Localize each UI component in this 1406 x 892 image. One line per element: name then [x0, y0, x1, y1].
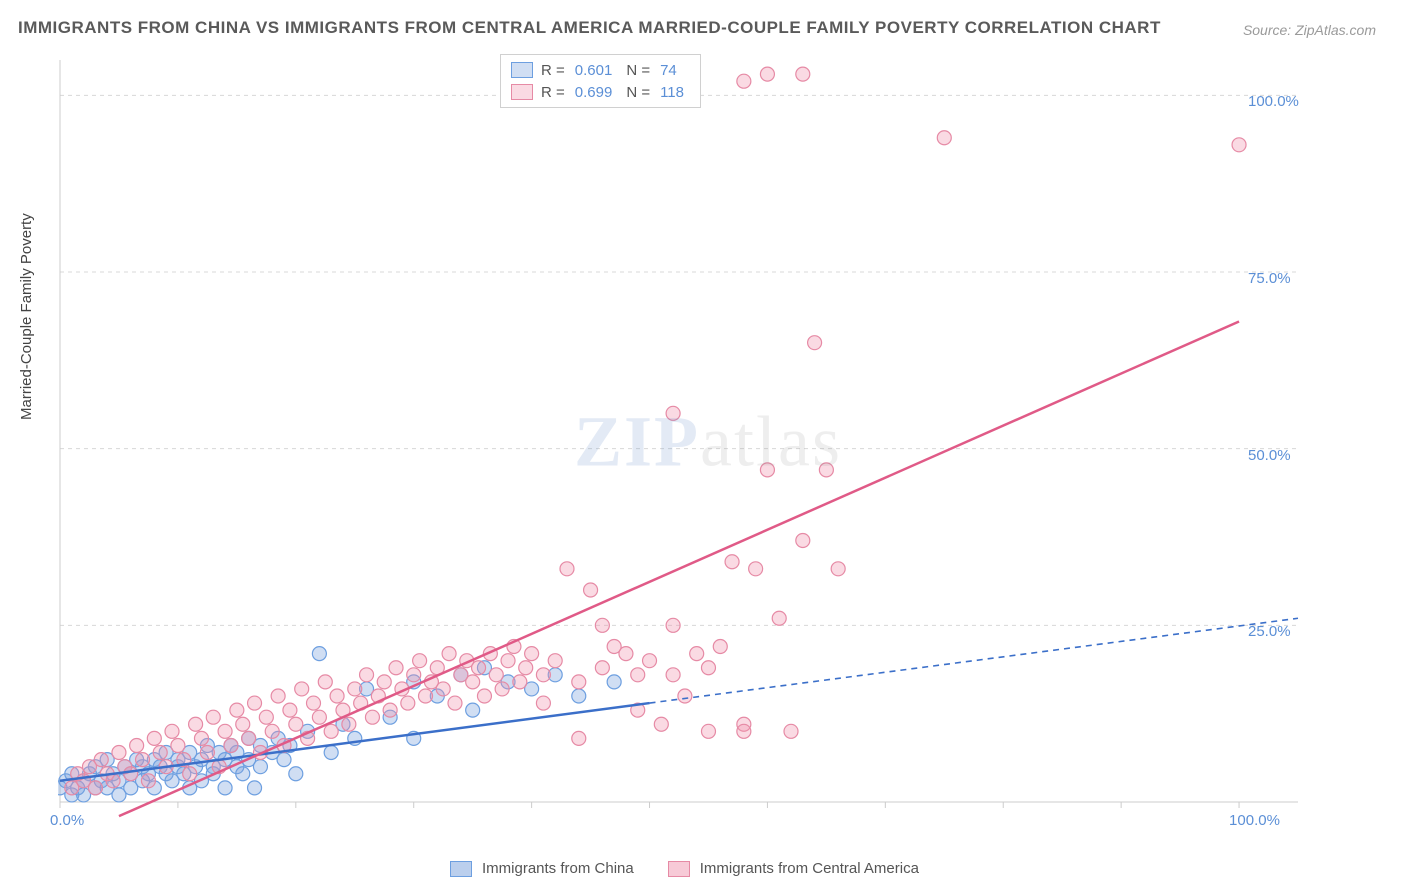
legend-swatch: [511, 62, 533, 78]
legend-r-label: R =: [541, 62, 565, 79]
x-tick-label: 100.0%: [1229, 812, 1280, 829]
legend-n-label: N =: [626, 62, 650, 79]
legend-n-value: 74: [660, 62, 677, 79]
legend-series-label: Immigrants from Central America: [700, 860, 919, 877]
legend-r-value: 0.601: [575, 62, 613, 79]
source-attribution: Source: ZipAtlas.com: [1243, 22, 1376, 38]
chart-area: ZIPatlas: [58, 52, 1358, 832]
scatter-plot: [58, 52, 1358, 832]
legend-n-label: N =: [626, 84, 650, 101]
legend-row: R = 0.699 N = 118: [511, 81, 690, 103]
legend-n-value: 118: [660, 84, 684, 101]
series-legend: Immigrants from China Immigrants from Cen…: [450, 860, 943, 877]
y-tick-label: 50.0%: [1248, 447, 1291, 464]
y-tick-label: 75.0%: [1248, 270, 1291, 287]
correlation-legend: R = 0.601 N = 74 R = 0.699 N = 118: [500, 54, 701, 108]
y-axis-label: Married-Couple Family Poverty: [18, 213, 35, 420]
legend-r-value: 0.699: [575, 84, 613, 101]
y-tick-label: 25.0%: [1248, 623, 1291, 640]
legend-swatch: [511, 84, 533, 100]
legend-swatch: [668, 861, 690, 877]
legend-row: R = 0.601 N = 74: [511, 59, 690, 81]
legend-swatch: [450, 861, 472, 877]
legend-series-label: Immigrants from China: [482, 860, 634, 877]
chart-title: IMMIGRANTS FROM CHINA VS IMMIGRANTS FROM…: [18, 18, 1161, 38]
x-tick-label: 0.0%: [50, 812, 84, 829]
legend-r-label: R =: [541, 84, 565, 101]
y-tick-label: 100.0%: [1248, 93, 1299, 110]
